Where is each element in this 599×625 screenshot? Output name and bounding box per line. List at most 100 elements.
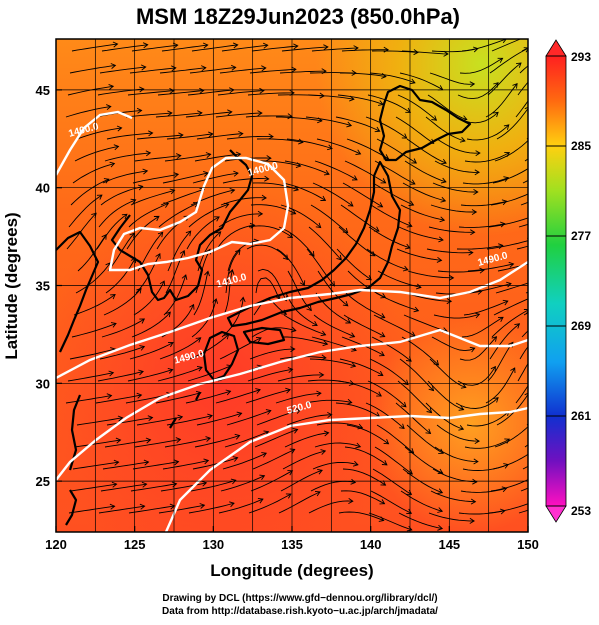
streamline-arrow — [140, 64, 147, 71]
streamline — [282, 336, 328, 345]
streamline-arrow — [474, 312, 481, 319]
streamline-arrow — [167, 367, 174, 374]
streamline — [155, 392, 202, 404]
streamline — [102, 461, 149, 470]
streamline — [338, 511, 384, 521]
streamline — [97, 371, 144, 382]
streamline-arrow — [348, 498, 354, 504]
streamline — [134, 438, 181, 448]
streamline — [282, 182, 326, 201]
streamline-arrow — [176, 153, 182, 160]
streamline — [132, 461, 179, 470]
streamline — [397, 380, 432, 413]
streamline — [430, 490, 476, 503]
streamline — [219, 67, 266, 74]
streamline — [217, 90, 264, 96]
streamline-arrow — [139, 86, 145, 93]
streamline — [492, 168, 528, 184]
streamline — [305, 116, 352, 127]
colorbar-top-arrow — [545, 39, 567, 57]
streamline-arrow — [349, 332, 356, 338]
streamline-arrow — [377, 202, 384, 208]
streamline-arrow — [196, 365, 203, 372]
streamline — [275, 116, 322, 122]
streamline — [254, 428, 298, 448]
streamline-arrow — [479, 267, 485, 274]
streamline — [316, 422, 363, 429]
streamline — [395, 402, 431, 434]
streamline-arrow — [106, 104, 112, 111]
streamline-arrow — [155, 253, 161, 259]
streamline — [286, 138, 333, 149]
streamline — [343, 314, 385, 337]
streamline-arrow — [228, 269, 235, 275]
streamline-arrow — [474, 438, 480, 444]
streamline — [224, 431, 269, 448]
streamline — [489, 47, 528, 74]
streamline — [404, 160, 447, 183]
streamline — [107, 232, 135, 272]
streamline-arrow — [323, 430, 330, 437]
streamline — [336, 248, 372, 281]
lat-tick-label: 25 — [36, 474, 50, 489]
streamline-arrow — [352, 460, 359, 467]
streamline — [74, 145, 119, 162]
streamline-arrow — [238, 130, 244, 137]
x-axis-label: Longitude (degrees) — [210, 561, 373, 580]
streamline — [222, 452, 267, 470]
streamline-arrow — [265, 409, 272, 415]
streamline-arrow — [249, 222, 256, 229]
streamline-arrow — [448, 274, 455, 281]
streamline-arrow — [177, 414, 184, 421]
streamline — [65, 106, 111, 118]
streamline — [459, 57, 503, 74]
streamline-arrow — [347, 201, 354, 207]
streamline — [373, 314, 416, 337]
streamline-arrow — [438, 448, 444, 454]
streamline — [131, 44, 178, 52]
streamline-arrow — [530, 164, 535, 169]
streamline — [135, 253, 161, 294]
streamline-arrow — [323, 169, 330, 176]
streamline-arrow — [539, 343, 544, 348]
streamline — [455, 397, 499, 409]
streamline — [249, 68, 296, 74]
streamline-arrow — [529, 215, 534, 220]
streamline — [344, 446, 388, 466]
streamline-arrow — [437, 488, 444, 494]
streamline-arrow — [143, 459, 150, 466]
streamline — [191, 298, 217, 338]
streamline — [434, 160, 480, 173]
streamline — [369, 358, 409, 385]
streamline-arrow — [538, 258, 543, 263]
streamline — [129, 342, 174, 360]
colorbar-tick-label: 261 — [571, 409, 591, 423]
streamline — [365, 116, 407, 139]
streamline — [188, 502, 235, 514]
streamline — [486, 240, 528, 250]
streamline — [466, 124, 510, 141]
streamline-arrow — [115, 437, 122, 444]
streamline — [406, 138, 447, 164]
streamline — [460, 200, 507, 207]
lat-tick-label: 30 — [36, 376, 50, 391]
streamline-arrow — [223, 202, 230, 209]
streamline-arrow — [259, 87, 265, 94]
streamline — [277, 374, 324, 382]
streamline-arrow — [535, 278, 540, 283]
streamline — [104, 152, 151, 162]
streamline — [76, 417, 123, 426]
streamline — [218, 498, 264, 514]
streamline — [434, 446, 478, 463]
streamline — [164, 153, 211, 162]
streamline-arrow — [516, 62, 522, 68]
streamline — [130, 483, 177, 492]
streamline-arrow — [285, 493, 292, 499]
streamline-arrow — [282, 254, 289, 261]
streamline — [98, 505, 145, 514]
streamline — [103, 288, 142, 316]
streamline — [192, 457, 238, 470]
streamline — [314, 442, 361, 448]
streamline — [428, 226, 475, 233]
streamline-arrow — [514, 323, 521, 329]
